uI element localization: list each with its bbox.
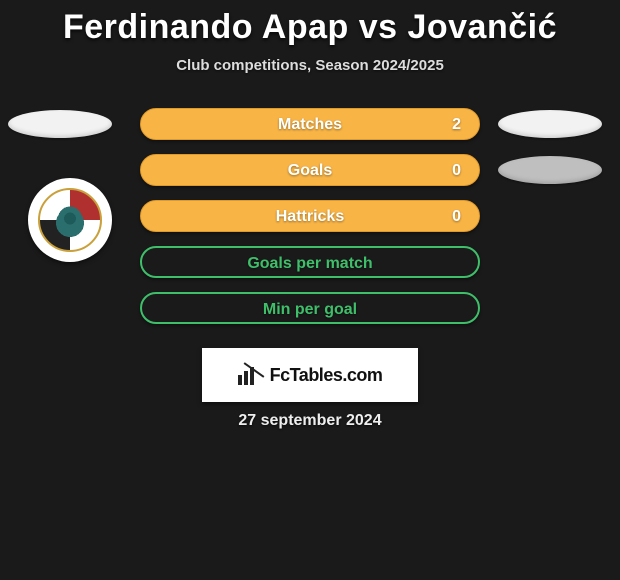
stat-bar-goals-per-match: Goals per match [140, 246, 480, 278]
comparison-card: Ferdinando Apap vs Jovančić Club competi… [0, 0, 620, 580]
stat-label: Hattricks [276, 201, 344, 233]
stat-value-right: 0 [452, 201, 461, 233]
stat-label: Goals per match [247, 248, 372, 280]
player2-pill [498, 156, 602, 184]
stat-bar-min-per-goal: Min per goal [140, 292, 480, 324]
subtitle: Club competitions, Season 2024/2025 [0, 57, 620, 74]
stat-bar-goals: Goals 0 [140, 154, 480, 186]
player1-pill [8, 110, 112, 138]
stat-label: Goals [288, 155, 332, 187]
brand-box[interactable]: FcTables.com [202, 348, 418, 402]
crest-icon [38, 188, 102, 252]
stat-row: Matches 2 [0, 102, 620, 148]
brand-text: FcTables.com [270, 365, 383, 386]
stat-value-right: 0 [452, 155, 461, 187]
stat-bar-hattricks: Hattricks 0 [140, 200, 480, 232]
stat-row: Min per goal [0, 286, 620, 332]
stat-value-right: 2 [452, 109, 461, 141]
player2-pill [498, 110, 602, 138]
stat-bar-matches: Matches 2 [140, 108, 480, 140]
stat-label: Matches [278, 109, 342, 141]
snapshot-date: 27 september 2024 [0, 412, 620, 430]
stat-label: Min per goal [263, 294, 357, 326]
bar-chart-icon [238, 365, 264, 385]
page-title: Ferdinando Apap vs Jovančić [0, 8, 620, 47]
club-crest [28, 178, 112, 262]
